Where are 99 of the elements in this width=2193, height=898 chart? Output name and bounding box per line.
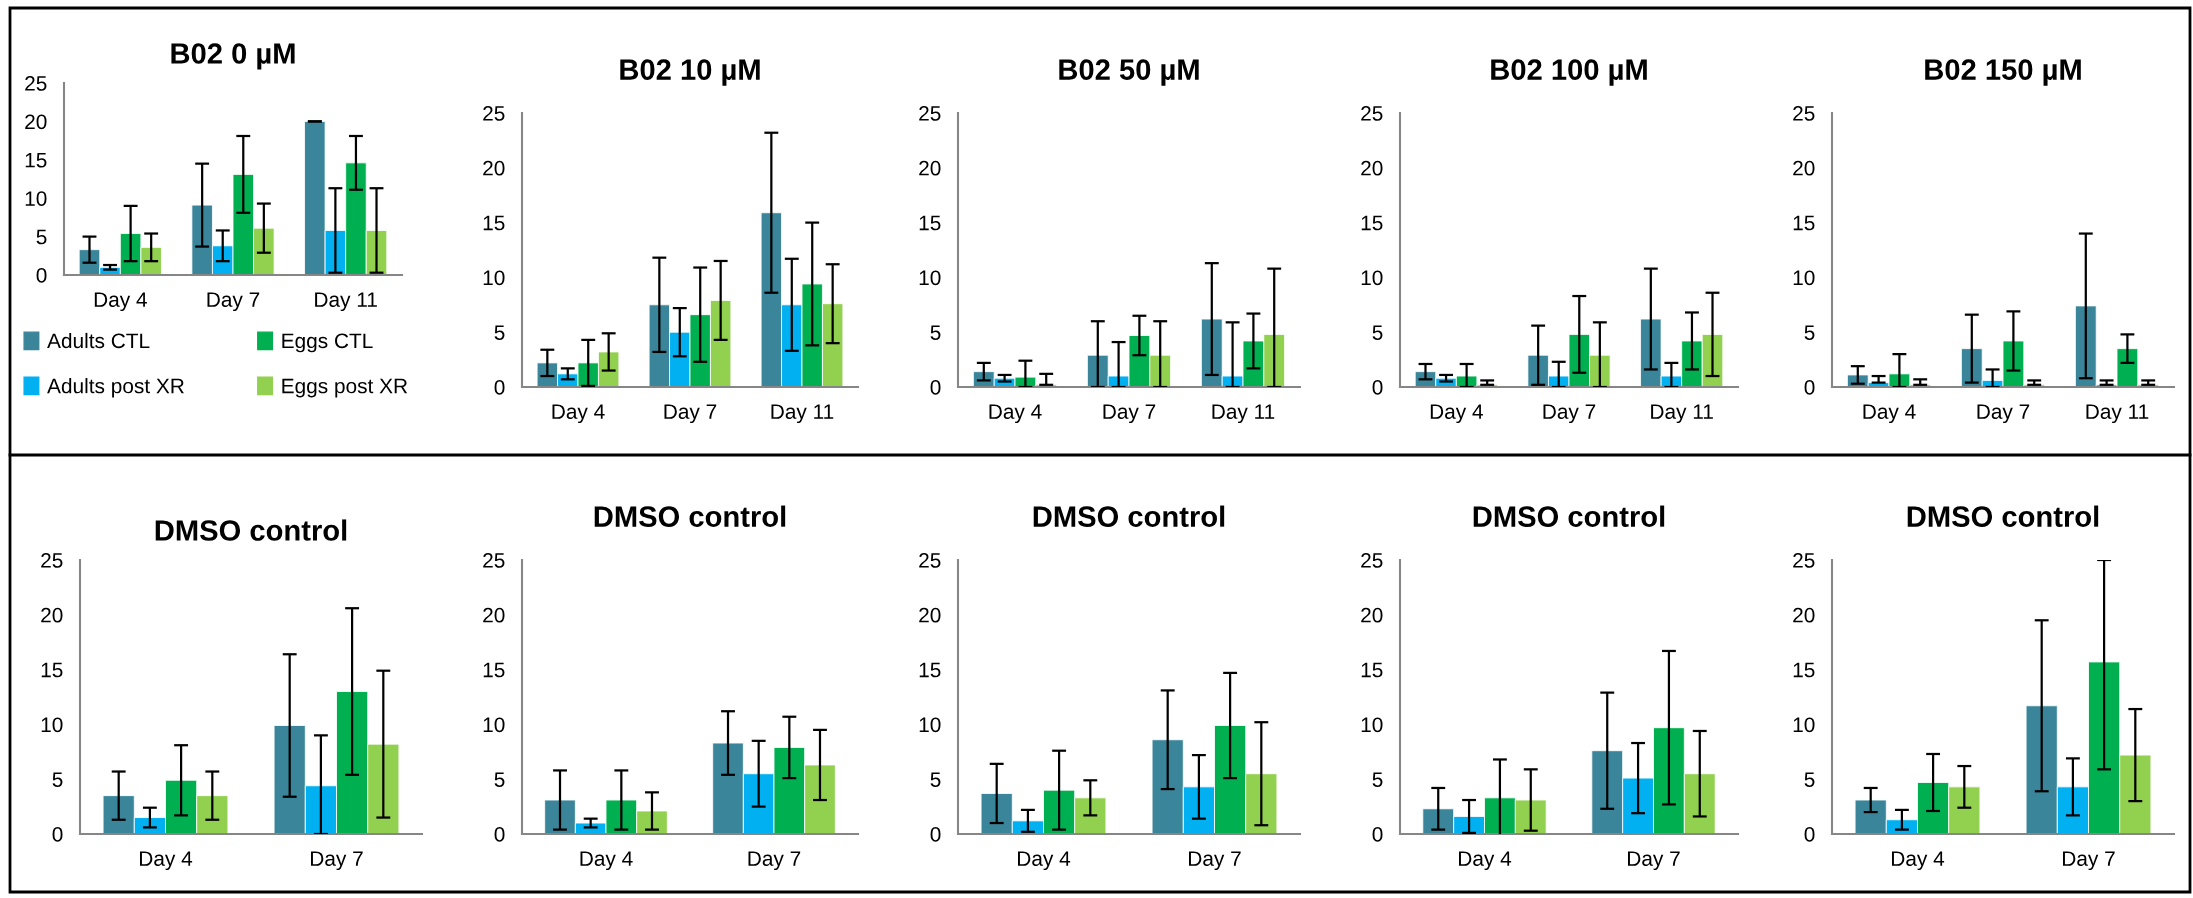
y-tick-label: 10	[1361, 717, 1383, 733]
x-tick-label: Day 4	[1459, 851, 1512, 871]
x-tick-label: Day 7	[1543, 404, 1596, 424]
y-tick-label: 20	[1361, 607, 1383, 623]
y-tick-label: 5	[52, 772, 63, 787]
y-tick-label: 10	[483, 717, 505, 733]
y-tick-label: 0	[494, 827, 505, 842]
x-tick-label: Day 11	[2086, 404, 2149, 424]
chart-title: B02 10 µM	[620, 59, 760, 86]
x-tick-label: Day 11	[771, 404, 834, 424]
y-tick-label: 15	[25, 153, 47, 168]
y-tick-label: 0	[1372, 827, 1383, 842]
y-tick-label: 0	[52, 827, 63, 842]
y-tick-label: 5	[494, 325, 505, 340]
y-tick-label: 0	[494, 380, 505, 395]
legend-label: Adults post XR	[47, 378, 184, 398]
y-tick-label: 10	[25, 191, 47, 206]
y-tick-label: 15	[1793, 662, 1815, 678]
y-tick-label: 10	[41, 717, 63, 733]
x-tick-label: Day 4	[1430, 404, 1483, 424]
y-tick-label: 0	[930, 827, 941, 842]
x-tick-label: Day 4	[989, 404, 1042, 424]
x-tick-label: Day 4	[1892, 851, 1945, 871]
y-tick-label: 25	[1793, 106, 1815, 121]
y-tick-label: 10	[483, 270, 505, 286]
chart-title: DMSO control	[1473, 505, 1665, 527]
x-tick-label: Day 4	[1863, 404, 1916, 424]
y-tick-label: 5	[1804, 325, 1815, 340]
y-tick-label: 10	[1361, 270, 1383, 286]
x-tick-label: Day 7	[1103, 404, 1156, 424]
y-tick-label: 0	[1372, 380, 1383, 395]
chart-title: DMSO control	[1907, 505, 2099, 527]
x-tick-label: Day 7	[1189, 851, 1241, 871]
y-tick-label: 0	[1804, 827, 1815, 842]
y-tick-label: 5	[930, 325, 941, 340]
y-tick-label: 20	[1793, 607, 1815, 623]
x-tick-label: Day 7	[207, 292, 260, 312]
x-tick-label: Day 4	[94, 292, 147, 312]
x-tick-label: Day 7	[311, 851, 363, 871]
y-tick-label: 20	[1361, 160, 1383, 176]
y-tick-label: 15	[483, 662, 505, 678]
y-tick-label: 25	[1361, 106, 1383, 121]
x-tick-label: Day 7	[664, 404, 717, 424]
chart-title: DMSO control	[155, 519, 347, 541]
x-tick-label: Day 7	[748, 851, 801, 871]
chart-title: DMSO control	[594, 505, 786, 527]
x-tick-label: Day 11	[1212, 404, 1275, 424]
legend-label: Adults CTL	[47, 332, 150, 349]
y-tick-label: 15	[919, 215, 941, 231]
x-tick-label: Day 11	[315, 292, 377, 312]
y-tick-label: 10	[919, 270, 941, 286]
y-tick-label: 5	[1372, 772, 1383, 787]
y-tick-label: 10	[1793, 270, 1815, 286]
chart-title: B02 50 µM	[1059, 59, 1199, 86]
x-tick-label: Day 7	[1628, 851, 1680, 871]
x-tick-label: Day 11	[1651, 404, 1713, 424]
x-tick-label: Day 4	[1018, 851, 1071, 871]
chart-title: B02 150 µM	[1925, 59, 2081, 86]
y-tick-label: 5	[36, 229, 47, 245]
y-tick-label: 15	[41, 662, 63, 678]
y-tick-label: 15	[483, 215, 505, 231]
y-tick-label: 25	[483, 106, 505, 121]
y-tick-label: 20	[919, 607, 941, 623]
y-tick-label: 25	[919, 106, 941, 121]
y-tick-label: 15	[1361, 662, 1383, 678]
y-tick-label: 20	[919, 160, 941, 176]
y-tick-label: 25	[41, 553, 63, 568]
y-tick-label: 5	[1804, 772, 1815, 787]
y-tick-label: 20	[41, 607, 63, 623]
y-tick-label: 25	[1361, 553, 1383, 568]
y-tick-label: 5	[930, 772, 941, 787]
y-tick-label: 15	[1793, 215, 1815, 231]
legend-label: Eggs post XR	[282, 378, 408, 398]
chart-title: B02 0 µM	[171, 43, 295, 70]
chart-title: B02 100 µM	[1491, 59, 1647, 86]
y-tick-label: 25	[1793, 553, 1815, 568]
y-tick-label: 5	[494, 772, 505, 787]
y-tick-label: 10	[1793, 717, 1815, 733]
y-tick-label: 20	[25, 114, 47, 130]
legend-label: Eggs CTL	[282, 333, 373, 353]
y-tick-label: 25	[919, 553, 941, 568]
y-tick-label: 20	[1793, 160, 1815, 176]
y-tick-label: 20	[483, 607, 505, 623]
x-tick-label: Day 7	[2063, 851, 2115, 871]
chart-title: DMSO control	[1033, 505, 1225, 527]
x-tick-label: Day 4	[580, 851, 633, 871]
y-tick-label: 0	[1804, 380, 1815, 395]
x-tick-label: Day 7	[1977, 404, 2030, 424]
x-tick-label: Day 4	[140, 851, 193, 871]
y-tick-label: 10	[919, 717, 941, 733]
y-tick-label: 20	[483, 160, 505, 176]
y-tick-label: 5	[1372, 325, 1383, 340]
y-tick-label: 15	[1361, 215, 1383, 231]
y-tick-label: 25	[483, 553, 505, 568]
y-tick-label: 0	[930, 380, 941, 395]
x-tick-label: Day 4	[552, 404, 605, 424]
y-tick-label: 15	[919, 662, 941, 678]
y-tick-label: 25	[25, 76, 47, 91]
y-tick-label: 0	[36, 268, 47, 283]
